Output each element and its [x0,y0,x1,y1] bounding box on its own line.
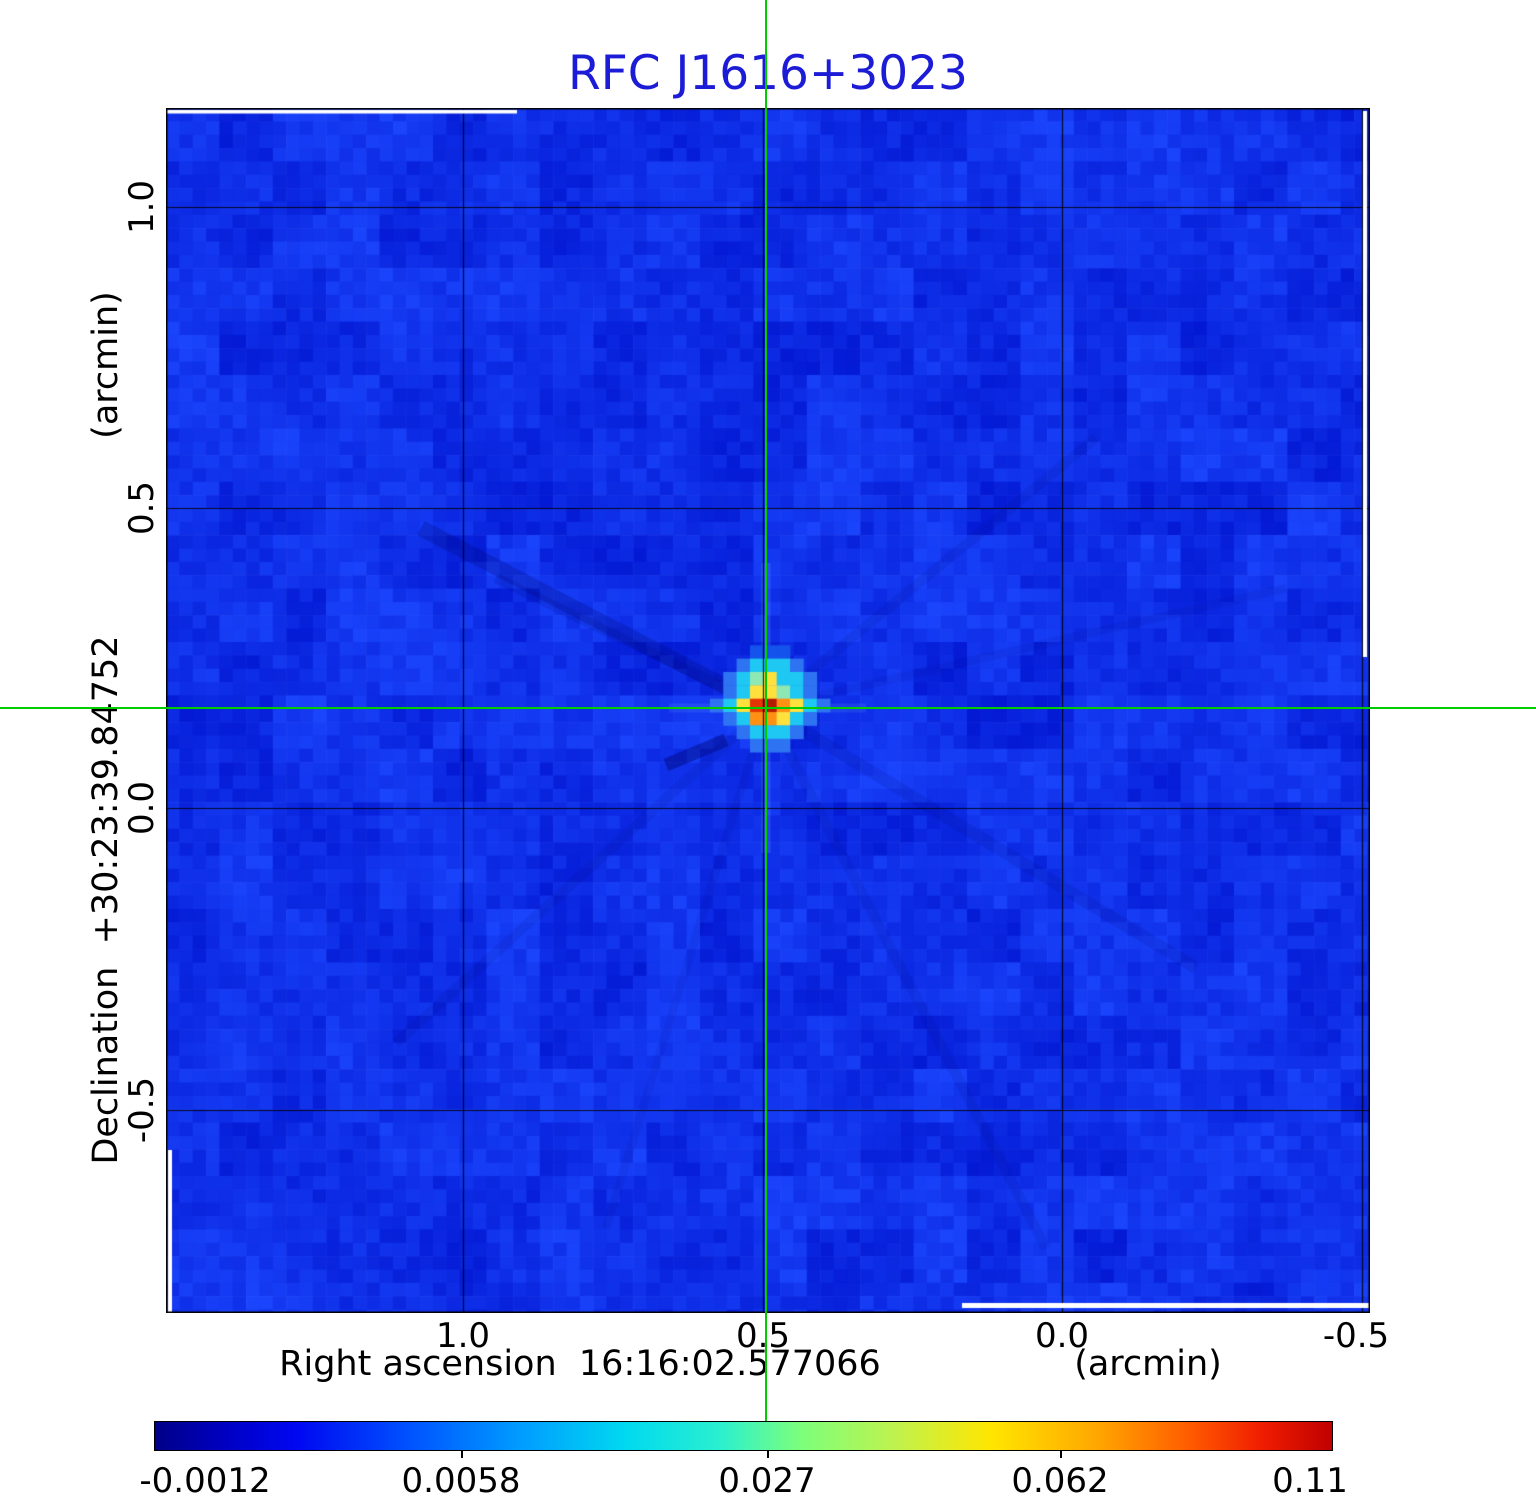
x-tick--0.5: -0.5 [1322,1316,1390,1356]
x-tick-1.0: 1.0 [435,1316,491,1356]
sky-image [166,108,1370,1313]
y-tick-0.5: 0.5 [122,480,162,536]
x-tick-0.5: 0.5 [735,1316,791,1356]
crosshair-horizontal-line [0,707,1536,709]
colorbar-tick [767,1451,769,1458]
x-axis-label: Right ascension 16:16:02.577066 [279,1344,881,1384]
y-tick-0.0: 0.0 [122,780,162,836]
y-axis-unit-label: (arcmin) [86,291,126,439]
crosshair-vertical-line [765,0,767,1421]
colorbar-tick [1060,1451,1062,1458]
x-tick-0.0: 0.0 [1034,1316,1090,1356]
colorbar-label-max: 0.11 [1272,1461,1348,1501]
colorbar-label-2: 0.0058 [401,1461,521,1501]
colorbar-label-4: 0.062 [1011,1461,1109,1501]
colorbar-label-min: -0.0012 [139,1461,271,1501]
y-tick-1.0: 1.0 [122,179,162,235]
colorbar-label-mid: 0.027 [718,1461,816,1501]
colorbar-tick [461,1451,463,1458]
x-axis-unit-label: (arcmin) [1074,1344,1222,1384]
y-tick--0.5: -0.5 [122,1076,162,1144]
y-axis-label: Declination +30:23:39.84752 [86,635,126,1165]
plot-title: RFC J1616+3023 [568,46,968,101]
intensity-colorbar [154,1421,1333,1451]
